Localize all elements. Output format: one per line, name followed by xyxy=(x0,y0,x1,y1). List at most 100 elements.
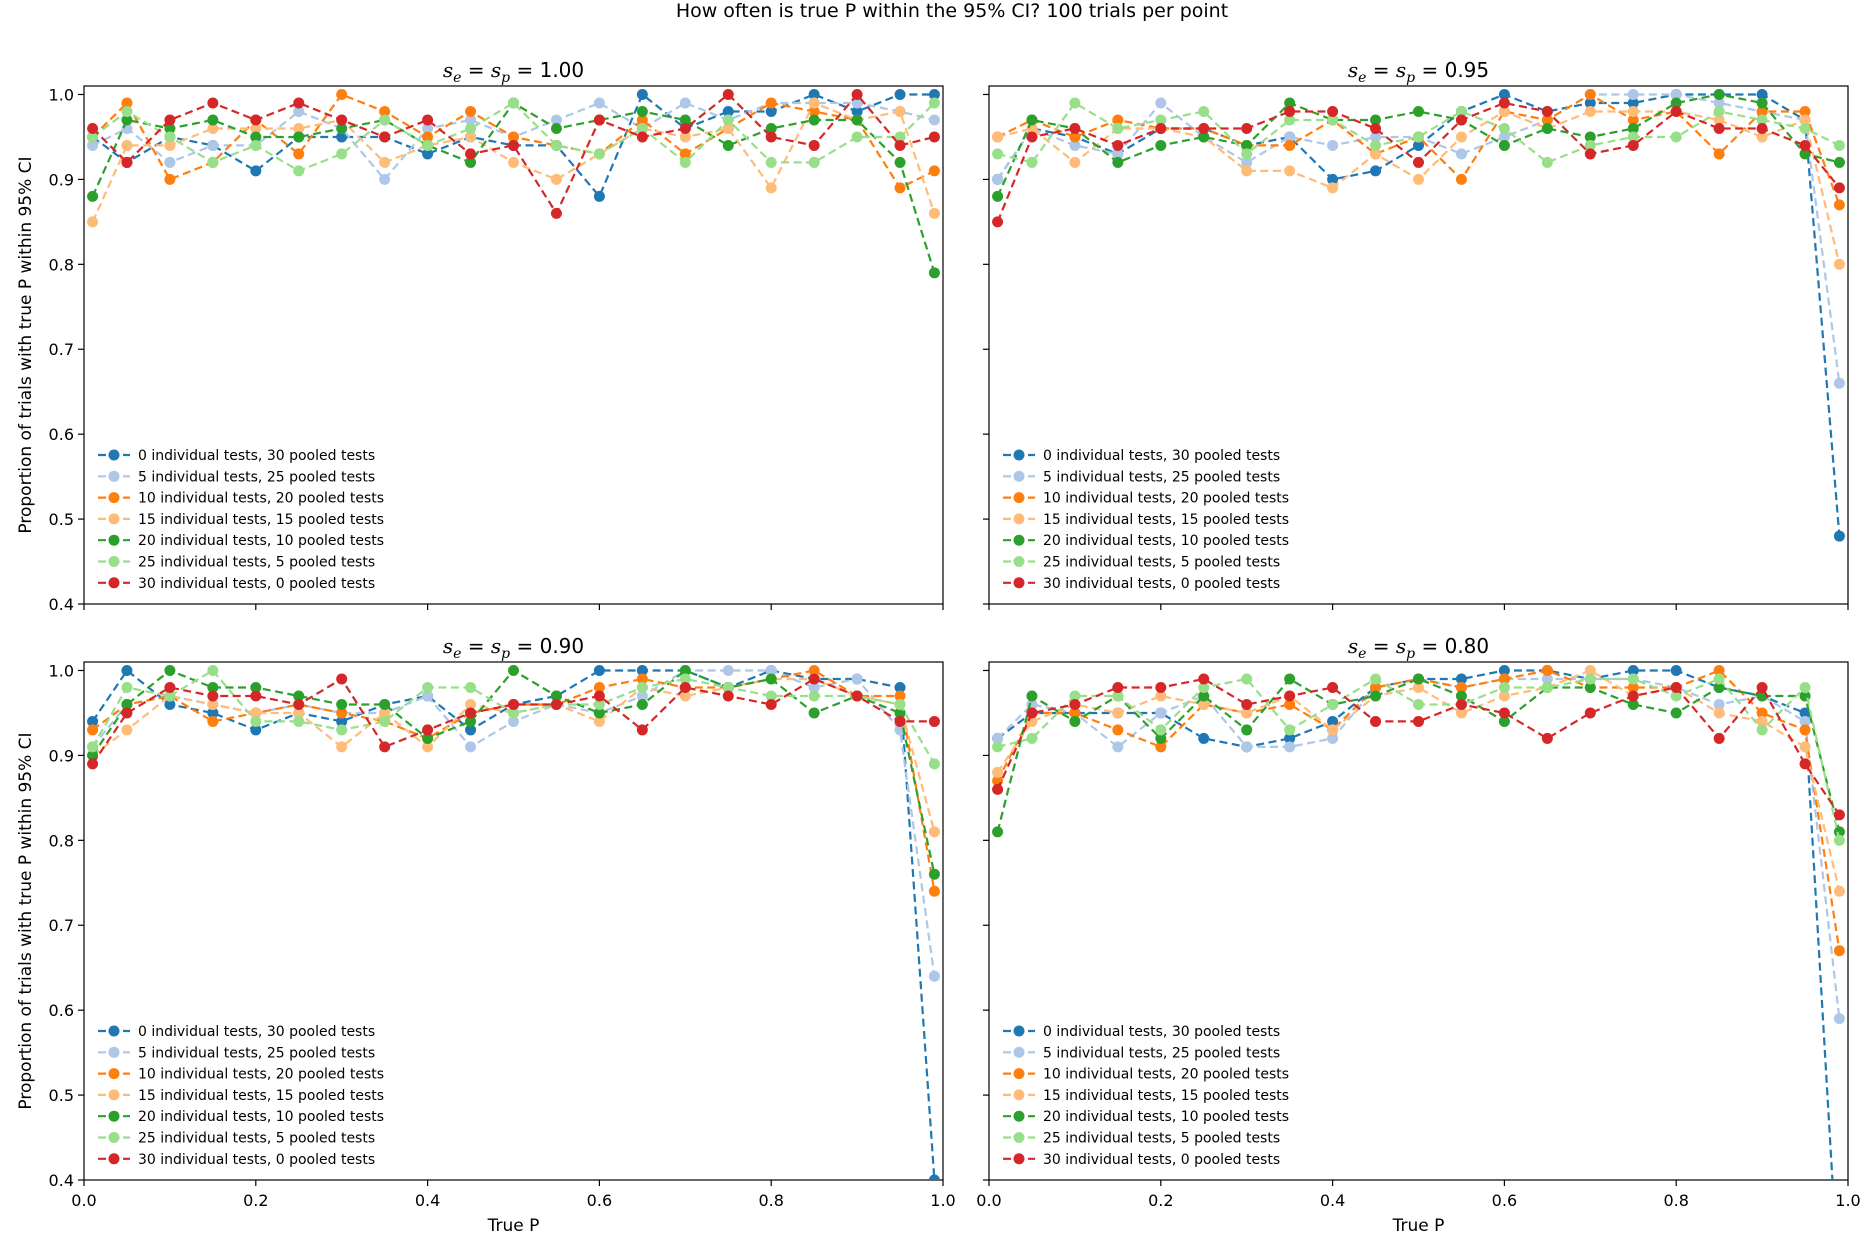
data-point xyxy=(1584,673,1596,685)
data-point xyxy=(992,173,1004,185)
data-point xyxy=(1327,698,1339,710)
data-point xyxy=(808,88,820,100)
data-point xyxy=(164,173,176,185)
data-point xyxy=(722,105,734,117)
data-point xyxy=(121,139,133,151)
data-point xyxy=(1756,122,1768,134)
data-point xyxy=(422,131,434,143)
legend-entry: 30 individual tests, 0 pooled tests xyxy=(138,1152,375,1168)
data-point xyxy=(1327,681,1339,693)
series-line xyxy=(996,677,1841,816)
data-point xyxy=(1670,131,1682,143)
data-point xyxy=(1498,97,1510,109)
data-point xyxy=(1584,139,1596,151)
data-point xyxy=(1498,673,1510,685)
data-point xyxy=(336,122,348,134)
data-point xyxy=(1756,88,1768,100)
data-point xyxy=(1241,698,1253,710)
data-point xyxy=(1627,122,1639,134)
data-point xyxy=(636,690,648,702)
data-point xyxy=(1241,741,1253,753)
data-point xyxy=(465,122,477,134)
subplot-title: se = sp = 1.00 xyxy=(443,58,584,86)
data-point xyxy=(1541,664,1553,676)
data-point xyxy=(465,707,477,719)
data-point xyxy=(1112,122,1124,134)
data-point xyxy=(207,664,219,676)
data-point xyxy=(765,690,777,702)
data-point xyxy=(1112,741,1124,753)
data-point xyxy=(722,88,734,100)
y-tick-label: 0.5 xyxy=(49,1086,74,1105)
data-point xyxy=(1670,105,1682,117)
data-point xyxy=(1713,122,1725,134)
data-point xyxy=(1413,139,1424,151)
data-point xyxy=(1198,681,1210,693)
data-point xyxy=(1413,173,1424,185)
plot-frame xyxy=(83,661,944,1181)
data-point xyxy=(1155,707,1167,719)
data-point xyxy=(894,681,906,693)
legend-entry: 10 individual tests, 20 pooled tests xyxy=(1043,1067,1289,1083)
data-point xyxy=(765,182,777,194)
data-point xyxy=(1455,105,1467,117)
data-point xyxy=(928,207,940,219)
data-point xyxy=(336,673,348,685)
y-tick-label: 0.6 xyxy=(49,1001,74,1020)
data-point xyxy=(1069,139,1081,151)
data-point xyxy=(593,664,605,676)
plot-frame xyxy=(988,661,1849,1181)
data-point xyxy=(465,148,477,160)
data-point xyxy=(765,105,777,117)
data-point xyxy=(422,681,434,693)
data-point xyxy=(851,673,863,685)
data-point xyxy=(336,707,348,719)
data-point xyxy=(1455,673,1467,685)
data-point xyxy=(465,698,477,710)
data-point xyxy=(808,105,820,117)
legend-marker xyxy=(1013,556,1025,567)
data-point xyxy=(87,741,99,753)
data-point xyxy=(1026,156,1038,168)
data-point xyxy=(894,156,906,168)
data-point xyxy=(1455,681,1467,693)
data-point xyxy=(992,732,1004,744)
x-tick-label: 0.0 xyxy=(976,1191,1001,1210)
data-point xyxy=(550,690,562,702)
data-point xyxy=(250,707,262,719)
data-point xyxy=(928,885,940,897)
data-point xyxy=(379,698,391,710)
data-point xyxy=(765,664,777,676)
x-tick-label: 1.0 xyxy=(1835,1191,1860,1210)
data-point xyxy=(1327,715,1339,727)
data-point xyxy=(1498,88,1510,100)
data-point xyxy=(1327,724,1339,736)
x-axis-label: True P xyxy=(1392,1216,1445,1236)
data-point xyxy=(207,698,219,710)
data-point xyxy=(1026,114,1038,126)
data-point xyxy=(1713,114,1725,126)
data-point xyxy=(1370,690,1382,702)
data-point xyxy=(1627,139,1639,151)
data-point xyxy=(808,707,820,719)
data-point xyxy=(636,114,648,126)
data-point xyxy=(1799,715,1811,727)
data-point xyxy=(851,114,863,126)
data-point xyxy=(379,131,391,143)
data-point xyxy=(1284,690,1296,702)
x-tick-label: 0.8 xyxy=(1663,1191,1688,1210)
data-point xyxy=(593,681,605,693)
data-point xyxy=(1155,122,1167,134)
data-point xyxy=(894,105,906,117)
data-point xyxy=(928,97,940,109)
data-point xyxy=(293,97,305,109)
data-point xyxy=(593,97,605,109)
legend-marker xyxy=(108,470,120,482)
data-point xyxy=(1833,834,1845,846)
data-point xyxy=(1069,97,1081,109)
data-point xyxy=(1833,1013,1845,1025)
data-point xyxy=(422,741,434,753)
data-point xyxy=(1455,173,1467,185)
data-point xyxy=(1584,148,1596,160)
data-point xyxy=(1370,139,1382,151)
